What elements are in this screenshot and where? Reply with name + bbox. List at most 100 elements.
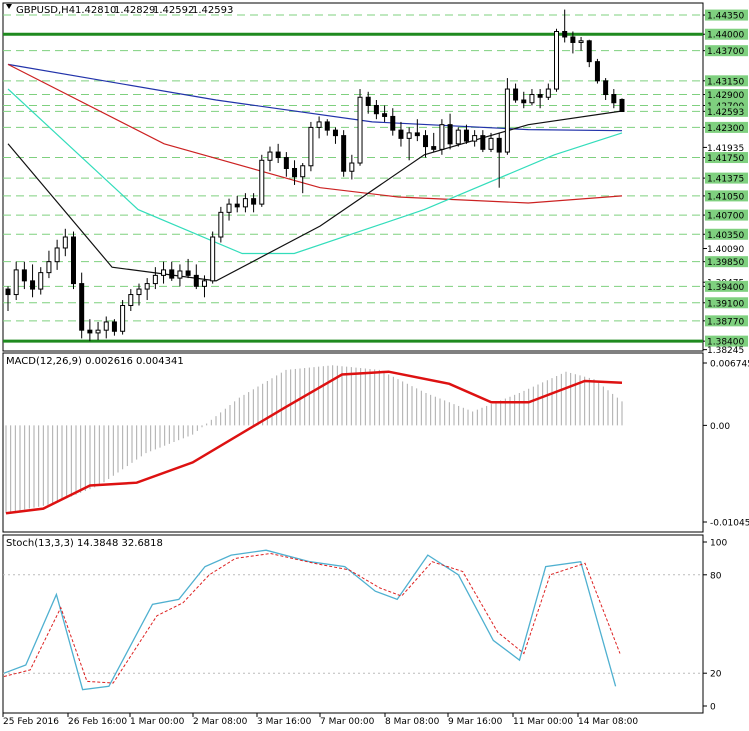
candle-body	[578, 40, 584, 43]
ohlc-low: 1.42592	[153, 5, 194, 16]
time-label: 8 Mar 08:00	[385, 717, 440, 727]
price-label: 1.42593	[707, 108, 744, 118]
candle-body	[472, 135, 478, 142]
candle-body	[70, 236, 76, 285]
price-label: 1.41750	[707, 154, 744, 164]
candle-body	[308, 126, 314, 167]
price-label-bg	[705, 45, 748, 57]
candle-body	[324, 121, 330, 131]
price-label-bg	[705, 152, 748, 164]
price-label-bg	[705, 209, 748, 221]
candle-body	[365, 96, 371, 106]
price-panel-frame	[2, 2, 704, 352]
price-label-bg	[705, 121, 748, 133]
time-label: 14 Mar 08:00	[578, 717, 638, 727]
time-label: 3 Mar 16:00	[257, 717, 312, 727]
price-label-bg	[705, 105, 748, 117]
candle-body	[46, 261, 52, 274]
macd-level-label: 0.00	[710, 422, 730, 432]
symbol-title: GBPUSD,H4	[16, 5, 75, 16]
stoch-title: Stoch(13,3,3) 14.3848 32.6818	[6, 538, 163, 549]
candle-body	[431, 146, 437, 150]
price-label-bg	[705, 256, 748, 268]
candle-body	[210, 236, 216, 282]
price-label: 1.44350	[707, 12, 744, 22]
candle-body	[38, 272, 44, 290]
candle-body	[513, 88, 519, 101]
ohlc-high: 1.42829	[114, 5, 155, 16]
candle-body	[406, 132, 412, 139]
candle-body	[341, 135, 347, 172]
candle-body	[554, 30, 560, 90]
price-label-bg	[705, 172, 748, 184]
macd-signal-line	[5, 370, 623, 515]
candle-body	[611, 94, 617, 104]
price-label-bg	[705, 99, 748, 111]
candle-body	[382, 113, 388, 117]
candle-body	[357, 96, 363, 164]
price-label: 1.39100	[707, 299, 744, 309]
price-label: 1.38770	[707, 317, 744, 327]
price-label: 1.38400	[707, 338, 744, 348]
stochastic-panel[interactable]: 100 80 20 0	[2, 534, 727, 714]
candle-body	[537, 94, 543, 98]
time-label: 25 Feb 2016	[3, 717, 59, 727]
ohlc-open: 1.42810	[75, 5, 116, 16]
time-label: 9 Mar 16:00	[448, 717, 503, 727]
price-panel[interactable]: 1.443501.440001.437001.431501.429001.427…	[2, 2, 748, 356]
ma-cyan-line	[7, 88, 623, 255]
price-label: 1.38245	[707, 346, 744, 356]
candle-body	[136, 288, 142, 296]
candle-body	[619, 98, 625, 113]
price-label: 1.41935	[707, 144, 744, 154]
price-label-bg	[705, 190, 748, 202]
macd-level-label: 0.006745	[710, 360, 749, 370]
candle-body	[292, 168, 298, 178]
candle-body	[390, 115, 396, 131]
price-label: 1.39400	[707, 283, 744, 293]
price-label-bg	[705, 280, 748, 292]
macd-panel-frame	[2, 352, 704, 533]
stoch-level-label: 80	[710, 571, 722, 581]
ma-blue-line	[7, 63, 623, 132]
candle-body	[283, 157, 289, 170]
candle-body	[144, 283, 150, 290]
price-label: 1.40090	[707, 245, 744, 255]
time-label: 1 Mar 00:00	[130, 717, 185, 727]
stoch-level-label: 100	[710, 539, 727, 549]
candle-body	[193, 274, 199, 287]
time-label: 7 Mar 00:00	[320, 717, 375, 727]
candle-body	[504, 88, 510, 153]
price-label-bg	[705, 335, 748, 347]
macd-panel[interactable]: 0.006745 0.00 -0.01045	[2, 352, 749, 533]
candle-body	[120, 305, 126, 332]
candle-body	[447, 124, 453, 145]
candle-body	[111, 321, 117, 332]
price-label: 1.42300	[707, 124, 744, 134]
candle-body	[529, 94, 535, 104]
price-label-bg	[705, 89, 748, 101]
candle-body	[226, 203, 232, 213]
price-label: 1.43150	[707, 77, 744, 87]
candle-body	[79, 283, 85, 331]
panel-headers: GBPUSD,H4 1.42810 1.42829 1.42592 1.4259…	[6, 5, 233, 549]
candle-body	[439, 124, 445, 150]
candle-body	[218, 211, 224, 238]
candle-body	[161, 269, 167, 276]
candle-body	[95, 329, 101, 334]
candle-body	[488, 137, 494, 150]
candle-body	[463, 129, 469, 142]
candle-body	[152, 274, 158, 285]
candle-body	[496, 137, 502, 153]
candle-body	[300, 165, 306, 178]
candle-body	[316, 121, 322, 128]
stoch-panel-frame	[2, 534, 704, 714]
price-label-bg	[705, 28, 748, 40]
time-label: 2 Mar 08:00	[193, 717, 248, 727]
candle-body	[185, 270, 191, 276]
candle-body	[54, 247, 60, 263]
candle-body	[169, 269, 175, 279]
stoch-level-label: 20	[710, 670, 722, 680]
price-label-bg	[705, 9, 748, 21]
candle-body	[62, 236, 68, 249]
